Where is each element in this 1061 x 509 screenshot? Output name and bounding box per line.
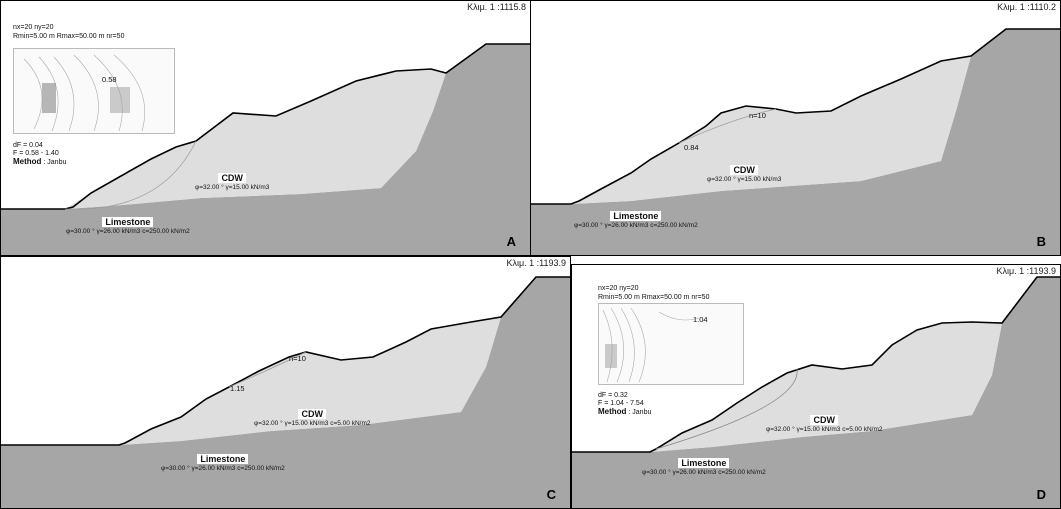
slope-section-c [1, 276, 570, 508]
cdw-label: CDW φ=32.00 ° γ=15.00 kN/m3 [707, 165, 781, 183]
method-text: Method : Janbu [598, 407, 652, 417]
df-text: dF = 0.32 [598, 392, 628, 399]
limestone-name: Limestone [197, 454, 249, 464]
grid-info: nx=20 ny=20 Rmin=5.00 m Rmax=50.00 m nr=… [13, 23, 124, 41]
cdw-layer [119, 317, 501, 445]
limestone-label: Limestone φ=30.00 ° γ=26.00 kN/m3 c=250.… [574, 211, 698, 229]
cdw-name: CDW [218, 173, 246, 183]
radius-range-text: Rmin=5.00 m Rmax=50.00 m nr=50 [13, 33, 125, 40]
ground-surface [572, 276, 1060, 453]
panel-letter: A [506, 234, 516, 249]
fs-value: 0.84 [684, 143, 699, 152]
limestone-name: Limestone [678, 458, 730, 468]
radius-range-text: Rmin=5.00 m Rmax=50.00 m nr=50 [598, 294, 710, 301]
slip-circle [678, 108, 777, 144]
limestone-label: Limestone φ=30.00 ° γ=26.00 kN/m3 c=250.… [642, 458, 766, 476]
cdw-label: CDW φ=32.00 ° γ=15.00 kN/m3 c=5.00 kN/m2 [254, 409, 370, 427]
min-fs-value: 1.04 [693, 315, 708, 324]
fs-contour-map: 1.04 [598, 303, 744, 385]
limestone-label: Limestone φ=30.00 ° γ=26.00 kN/m3 c=250.… [66, 217, 190, 235]
min-fs-value: 0.58 [102, 75, 117, 84]
limestone-properties: φ=30.00 ° γ=26.00 kN/m3 c=250.00 kN/m2 [642, 469, 766, 476]
cdw-properties: φ=32.00 ° γ=15.00 kN/m3 c=5.00 kN/m2 [254, 420, 371, 427]
scale-label: Κλιμ. 1 :1193.9 [506, 258, 566, 268]
fs-value: 1.15 [230, 384, 245, 393]
fs-contour-map: 0.58 [13, 48, 175, 134]
limestone-layer [572, 277, 1060, 508]
method-text: Method : Janbu [13, 157, 67, 167]
grid-info: nx=20 ny=20 Rmin=5.00 m Rmax=50.00 m nr=… [598, 284, 709, 302]
result-summary: dF = 0.32 F = 1.04 - 7.54 Method : Janbu [598, 392, 651, 417]
slope-section-a [1, 43, 530, 255]
panel-d: Κλιμ. 1 :1193.9 nx=20 ny=20 Rmin=5.00 m … [571, 264, 1061, 509]
limestone-layer [531, 29, 1060, 255]
grid-count-text: nx=20 ny=20 [13, 24, 54, 31]
cdw-name: CDW [810, 415, 838, 425]
n-label: n=10 [289, 354, 306, 363]
df-text: dF = 0.04 [13, 142, 43, 149]
f-range-text: F = 1.04 - 7.54 [598, 400, 644, 407]
limestone-properties: φ=30.00 ° γ=26.00 kN/m3 c=250.00 kN/m2 [161, 465, 285, 472]
result-summary: dF = 0.04 F = 0.58 - 1.40 Method : Janbu [13, 142, 66, 167]
slip-circle [655, 368, 798, 450]
slip-circle [64, 140, 197, 210]
grid-count-text: nx=20 ny=20 [598, 285, 639, 292]
cdw-properties: φ=32.00 ° γ=15.00 kN/m3 c=5.00 kN/m2 [766, 426, 883, 433]
n-label: n=10 [749, 111, 766, 120]
scale-label: Κλιμ. 1 :1193.9 [996, 266, 1056, 276]
cdw-layer [65, 69, 446, 209]
contour-lines [602, 307, 700, 383]
cdw-properties: φ=32.00 ° γ=15.00 kN/m3 [707, 176, 782, 183]
cdw-label: CDW φ=32.00 ° γ=15.00 kN/m3 c=5.00 kN/m2 [766, 415, 882, 433]
panel-c: Κλιμ. 1 :1193.9 n=10 1.15 CDW φ=32.00 ° … [0, 256, 571, 509]
limestone-properties: φ=30.00 ° γ=26.00 kN/m3 c=250.00 kN/m2 [66, 228, 190, 235]
limestone-properties: φ=30.00 ° γ=26.00 kN/m3 c=250.00 kN/m2 [574, 222, 698, 229]
scale-label: Κλιμ. 1 :1115.8 [467, 2, 526, 12]
limestone-layer [1, 44, 530, 255]
contour-lines [23, 54, 146, 132]
cdw-name: CDW [298, 409, 326, 419]
panel-b: Κλιμ. 1 :1110.2 n=10 0.84 CDW φ=32.00 ° … [530, 0, 1061, 256]
slip-circle [228, 351, 307, 388]
limestone-name: Limestone [102, 217, 154, 227]
cdw-properties: φ=32.00 ° γ=15.00 kN/m3 [195, 184, 270, 191]
ground-surface [531, 28, 1060, 205]
cdw-layer [650, 322, 1002, 452]
limestone-layer [1, 277, 570, 508]
limestone-name: Limestone [610, 211, 662, 221]
scale-label: Κλιμ. 1 :1110.2 [997, 2, 1056, 12]
ground-surface [1, 43, 530, 210]
cdw-label: CDW φ=32.00 ° γ=15.00 kN/m3 [195, 173, 269, 191]
panel-a: Κλιμ. 1 :1115.8 nx=20 ny=20 Rmin=5.00 m … [0, 0, 531, 256]
cdw-name: CDW [730, 165, 758, 175]
limestone-label: Limestone φ=30.00 ° γ=26.00 kN/m3 c=250.… [161, 454, 285, 472]
slope-section-b [531, 28, 1060, 255]
panel-letter: B [1036, 234, 1046, 249]
cdw-layer [571, 56, 971, 204]
panel-letter: C [546, 487, 556, 502]
panel-letter: D [1036, 487, 1046, 502]
slope-section-d [572, 276, 1060, 508]
f-range-text: F = 0.58 - 1.40 [13, 150, 59, 157]
ground-surface [1, 276, 570, 446]
